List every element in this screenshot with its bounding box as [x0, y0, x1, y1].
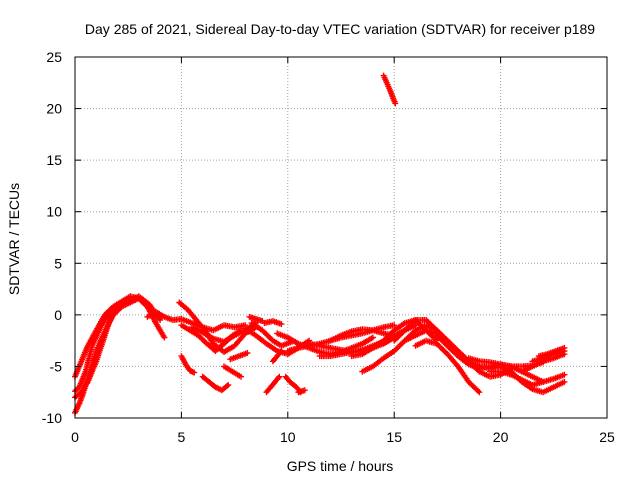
- data-markers: [269, 348, 285, 365]
- y-tick-label: 0: [54, 307, 62, 323]
- series-track-35: [497, 363, 568, 396]
- x-tick-label: 5: [178, 429, 186, 445]
- data-markers: [295, 387, 308, 396]
- series-track-10: [199, 373, 232, 394]
- data-markers: [380, 72, 399, 107]
- y-tick-label: 25: [46, 49, 62, 65]
- data-markers: [412, 337, 483, 396]
- series-track-11: [221, 363, 244, 380]
- y-tick-label: 10: [46, 204, 62, 220]
- data-markers: [221, 363, 244, 380]
- series-track-38: [535, 344, 568, 360]
- data-markers: [497, 363, 568, 396]
- data-markers: [178, 322, 244, 354]
- data-markers: [178, 353, 198, 376]
- x-axis-label: GPS time / hours: [287, 458, 394, 474]
- series-track-28: [380, 72, 399, 107]
- y-tick-label: 5: [54, 255, 62, 271]
- series-track-18: [269, 348, 285, 365]
- x-tick-label: 0: [71, 429, 79, 445]
- data-markers: [246, 313, 266, 324]
- data-markers: [248, 320, 296, 349]
- series-track-20: [295, 387, 308, 396]
- series-track-16: [246, 313, 266, 324]
- x-tick-label: 10: [280, 429, 296, 445]
- x-tick-label: 20: [493, 429, 509, 445]
- series-track-17: [263, 373, 283, 396]
- y-tick-label: -10: [42, 410, 62, 426]
- x-tick-label: 25: [599, 429, 615, 445]
- series-track-15: [261, 318, 285, 328]
- series-track-36: [518, 351, 568, 375]
- y-axis-label: SDTVAR / TECUs: [6, 183, 22, 295]
- x-tick-label: 15: [386, 429, 402, 445]
- plot-frame: [74, 56, 608, 419]
- series-track-12: [227, 350, 251, 363]
- data-markers: [263, 373, 283, 396]
- data-markers: [535, 344, 568, 360]
- data-series: [72, 72, 568, 416]
- data-markers: [199, 373, 232, 394]
- chart-title: Day 285 of 2021, Sidereal Day-to-day VTE…: [85, 21, 595, 37]
- y-tick-label: 20: [46, 101, 62, 117]
- y-tick-label: 15: [46, 152, 62, 168]
- series-track-14: [248, 320, 296, 349]
- y-tick-label: -5: [50, 358, 63, 374]
- series-track-9: [178, 353, 198, 376]
- axis-ticks: 0 5 10 15 20 25 -10 -5 0 5 10 15 20 25: [42, 49, 615, 445]
- series-track-31: [412, 337, 483, 396]
- data-markers: [518, 351, 568, 375]
- series-track-8: [178, 322, 244, 354]
- data-markers: [261, 318, 285, 328]
- data-markers: [227, 350, 251, 363]
